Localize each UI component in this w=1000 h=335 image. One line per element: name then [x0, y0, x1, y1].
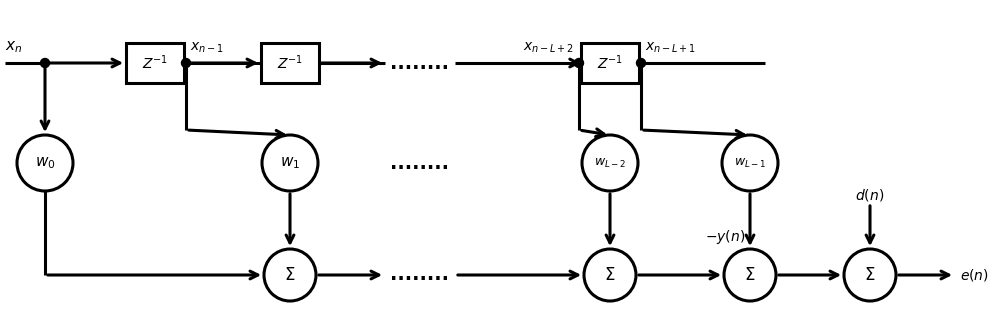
Text: $x_{n-L+2}$: $x_{n-L+2}$ — [523, 41, 574, 55]
Text: $w_1$: $w_1$ — [280, 155, 300, 171]
Text: ........: ........ — [390, 54, 450, 72]
Circle shape — [574, 59, 584, 67]
Text: $-y(n)$: $-y(n)$ — [705, 228, 745, 246]
Text: $\Sigma$: $\Sigma$ — [744, 267, 756, 283]
Text: $w_0$: $w_0$ — [35, 155, 55, 171]
Circle shape — [582, 135, 638, 191]
Text: ........: ........ — [390, 266, 450, 284]
Circle shape — [724, 249, 776, 301]
Text: $d(n)$: $d(n)$ — [855, 187, 885, 203]
Circle shape — [264, 249, 316, 301]
Bar — [261, 43, 319, 83]
Text: $w_{L-2}$: $w_{L-2}$ — [594, 156, 626, 170]
Text: $x_n$: $x_n$ — [5, 39, 22, 55]
Text: $\Sigma$: $\Sigma$ — [604, 267, 616, 283]
Text: $Z^{-1}$: $Z^{-1}$ — [597, 54, 623, 72]
Text: $x_{n-1}$: $x_{n-1}$ — [190, 41, 224, 55]
Text: $Z^{-1}$: $Z^{-1}$ — [142, 54, 168, 72]
Bar — [581, 43, 639, 83]
Text: $\Sigma$: $\Sigma$ — [864, 267, 876, 283]
Circle shape — [636, 59, 645, 67]
Text: ........: ........ — [390, 153, 450, 173]
Text: $Z^{-1}$: $Z^{-1}$ — [277, 54, 303, 72]
Circle shape — [722, 135, 778, 191]
Circle shape — [17, 135, 73, 191]
Text: $x_{n-L+1}$: $x_{n-L+1}$ — [645, 41, 696, 55]
Circle shape — [584, 249, 636, 301]
Text: $w_{L-1}$: $w_{L-1}$ — [734, 156, 766, 170]
Circle shape — [40, 59, 50, 67]
Circle shape — [182, 59, 190, 67]
Text: $\Sigma$: $\Sigma$ — [284, 267, 296, 283]
Circle shape — [262, 135, 318, 191]
Circle shape — [844, 249, 896, 301]
Text: $e(n)$: $e(n)$ — [960, 267, 989, 283]
Bar — [126, 43, 184, 83]
